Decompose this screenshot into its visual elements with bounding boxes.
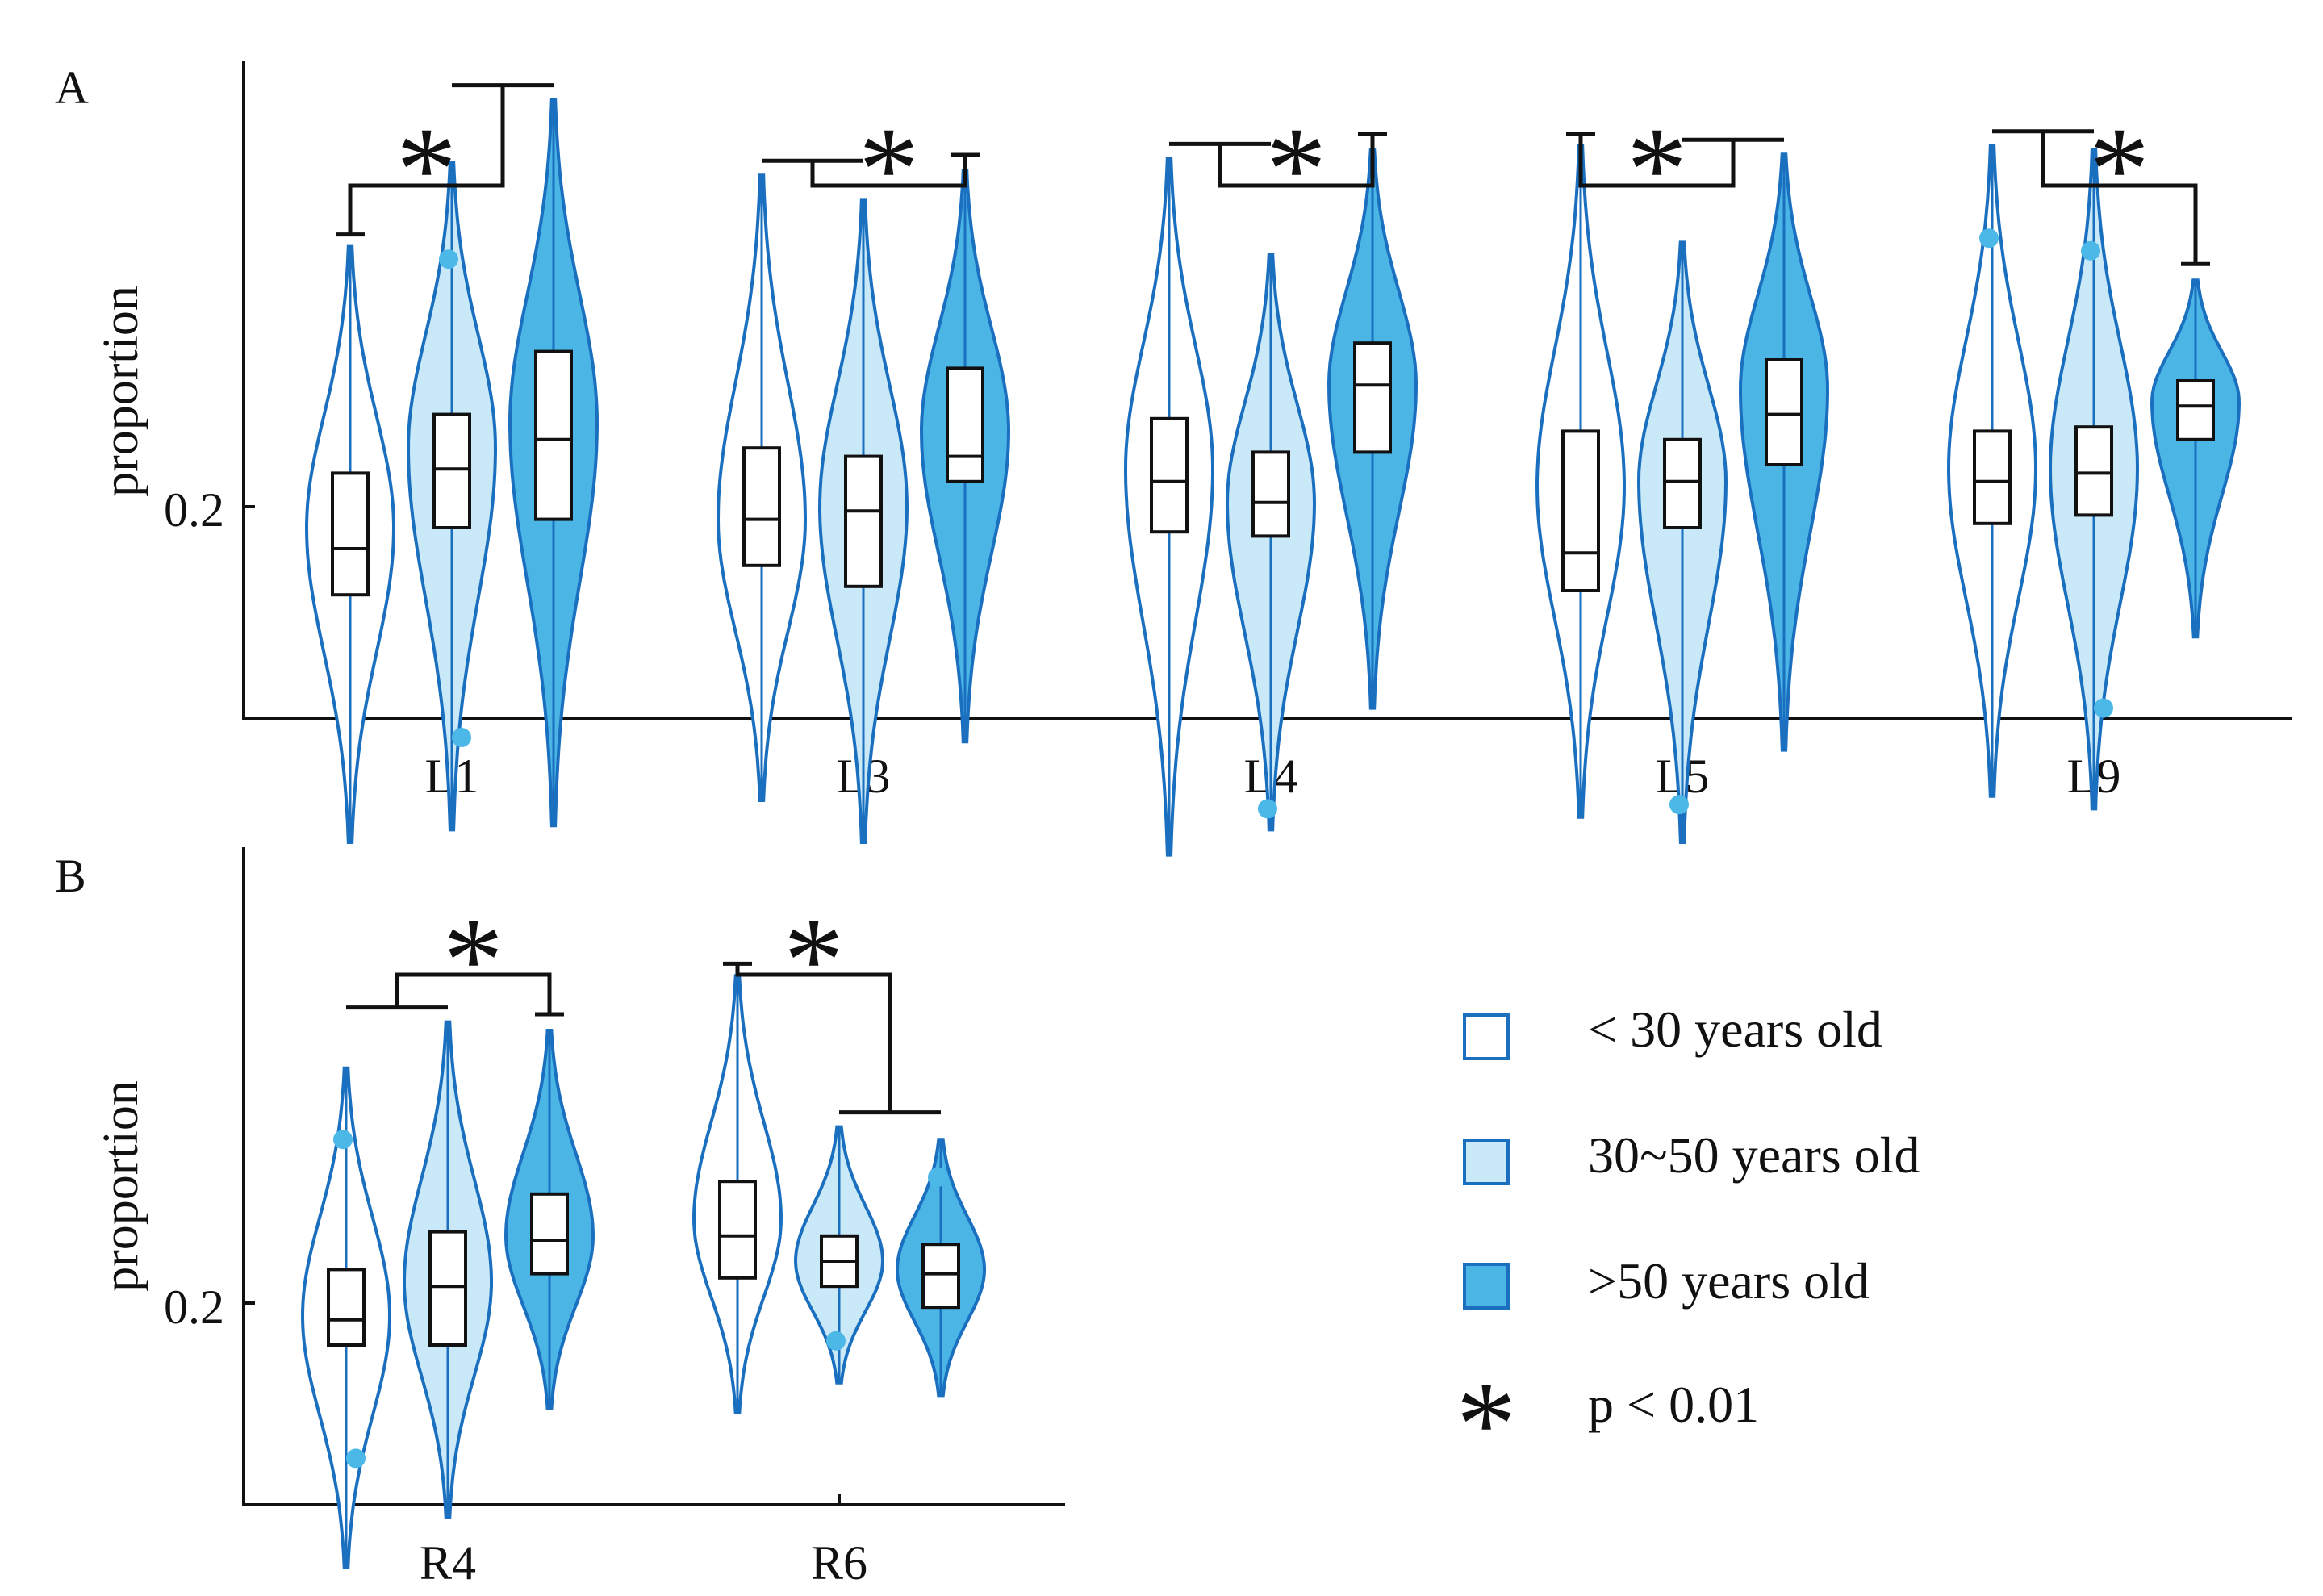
outlier-R6-gt50-0 xyxy=(928,1168,947,1187)
significance-marker-R6: * xyxy=(783,893,844,1027)
legend-swatch-lt30 xyxy=(1463,1013,1510,1060)
panel-a-y-label-text: proportion xyxy=(94,286,148,497)
panel-a-axes xyxy=(242,61,2292,720)
box-L5-30_50 xyxy=(1663,437,1702,529)
outlier-L5-30_50-0 xyxy=(1669,795,1689,815)
legend-label-significance: p < 0.01 xyxy=(1588,1376,1759,1433)
outlier-L1-30_50-1 xyxy=(452,728,471,747)
legend-swatch-30-50 xyxy=(1463,1139,1510,1185)
significance-marker-L4: * xyxy=(1266,102,1327,236)
panel-b-label: B xyxy=(55,850,86,902)
box-L3-lt30 xyxy=(742,446,781,567)
legend-label-gt50: >50 years old xyxy=(1588,1252,1870,1310)
outlier-R4-lt30-1 xyxy=(346,1448,366,1469)
box-L9-30_50 xyxy=(2074,425,2113,517)
box-R6-lt30 xyxy=(718,1180,757,1280)
panel-a-y-tick-label: 0.2 xyxy=(164,483,224,537)
x-tick-label-R4: R4 xyxy=(420,1536,476,1590)
significance-marker-L9: * xyxy=(2089,102,2150,236)
panel-b-plot: R4 * R6 * xyxy=(242,847,1065,1590)
box-L1-gt50 xyxy=(534,349,573,521)
box-R4-gt50 xyxy=(530,1192,569,1276)
panel-b-y-label-text: proportion xyxy=(94,1080,148,1292)
panel-b-y-label: proportion xyxy=(94,1080,148,1292)
panel-a-y-label: proportion xyxy=(94,286,148,497)
box-L4-gt50 xyxy=(1353,341,1392,454)
panel-a: A proportion 0.2 L1*L3*L4*L5*L9* xyxy=(55,61,2292,857)
outlier-L9-30_50-1 xyxy=(2094,698,2113,718)
legend-swatch-gt50 xyxy=(1463,1263,1510,1310)
panel-a-plot: L1*L3*L4*L5*L9* xyxy=(242,61,2292,857)
significance-bracket-L1 xyxy=(336,83,554,237)
box-L3-gt50 xyxy=(946,366,984,483)
significance-bracket-R6 xyxy=(723,961,941,1115)
outlier-L9-30_50-0 xyxy=(2081,240,2100,261)
outlier-L1-30_50-0 xyxy=(439,249,458,269)
box-L4-lt30 xyxy=(1150,416,1189,534)
x-tick-label-R6: R6 xyxy=(811,1536,867,1590)
legend: < 30 years old 30~50 years old >50 years… xyxy=(1456,1001,1920,1491)
box-R4-30_50 xyxy=(428,1230,467,1347)
box-L1-30_50 xyxy=(432,412,471,529)
significance-bracket-R4 xyxy=(346,972,564,1017)
significance-marker-L5: * xyxy=(1627,102,1687,236)
significance-bracket-L5 xyxy=(1566,132,1784,188)
significance-marker-R4: * xyxy=(443,893,503,1027)
panel-b: B proportion 0.2 R4 * R6 * xyxy=(55,847,1065,1590)
box-R4-lt30 xyxy=(327,1268,366,1347)
panel-b-y-tick-label: 0.2 xyxy=(164,1281,224,1334)
significance-bracket-L9 xyxy=(1992,129,2210,266)
legend-label-lt30: < 30 years old xyxy=(1588,1001,1882,1058)
significance-marker-L3: * xyxy=(859,102,919,236)
legend-significance-icon: * xyxy=(1456,1357,1517,1491)
box-R6-gt50 xyxy=(921,1243,960,1310)
box-L5-lt30 xyxy=(1561,429,1600,593)
significance-bracket-L4 xyxy=(1169,132,1387,188)
outlier-R4-lt30-0 xyxy=(333,1130,353,1150)
panel-a-label: A xyxy=(55,61,89,114)
box-L1-lt30 xyxy=(331,471,370,597)
panel-b-axes xyxy=(242,847,1065,1506)
box-L5-gt50 xyxy=(1765,358,1803,466)
outlier-L9-lt30-0 xyxy=(1979,228,1999,249)
outlier-L4-30_50-0 xyxy=(1258,799,1277,819)
box-L9-gt50 xyxy=(2176,379,2215,441)
significance-marker-L1: * xyxy=(396,102,457,236)
box-L4-30_50 xyxy=(1251,450,1290,538)
significance-bracket-L3 xyxy=(762,152,980,188)
legend-label-30-50: 30~50 years old xyxy=(1588,1126,1920,1184)
outlier-R6-30_50-0 xyxy=(826,1331,846,1351)
box-L9-lt30 xyxy=(1973,429,2012,525)
box-L3-30_50 xyxy=(844,454,883,588)
